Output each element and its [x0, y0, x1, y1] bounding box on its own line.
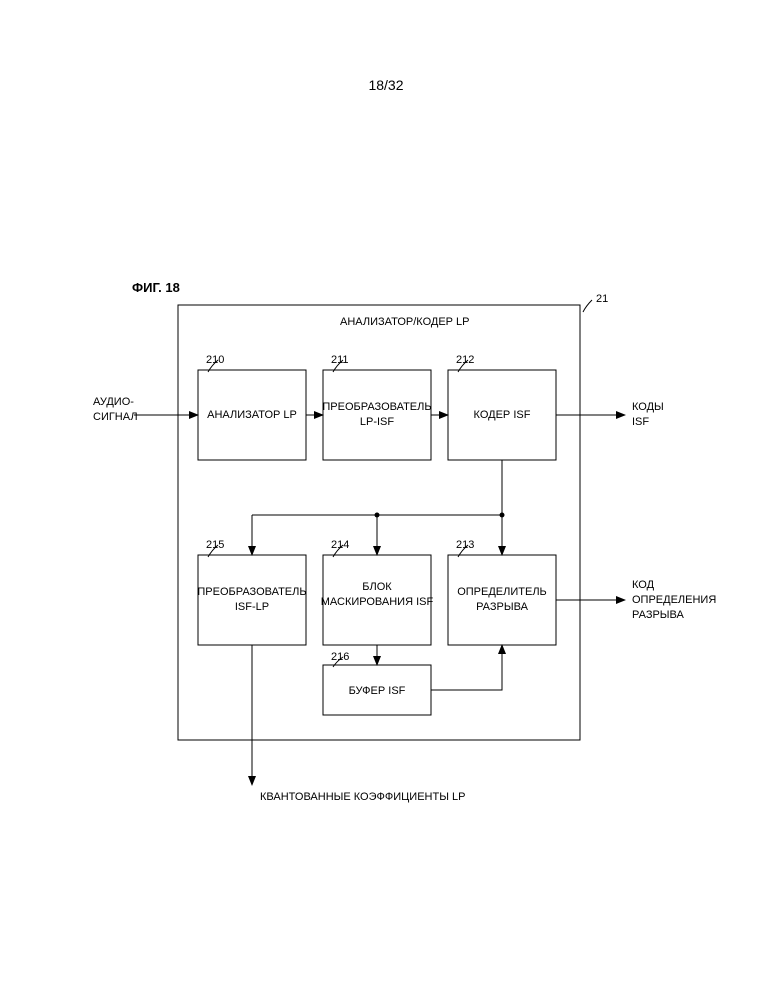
- junction-2: [500, 513, 505, 518]
- node-210-label: АНАЛИЗАТОР LP: [207, 409, 297, 421]
- input-label-2: СИГНАЛ: [93, 411, 138, 423]
- node-213-label-1: ОПРЕДЕЛИТЕЛЬ: [457, 586, 547, 598]
- node-215: [198, 555, 306, 645]
- figure-label: ФИГ. 18: [132, 280, 180, 295]
- output-top-1: КОДЫ: [632, 401, 664, 413]
- node-214-label-2: МАСКИРОВАНИЯ ISF: [321, 596, 434, 608]
- input-label-1: АУДИО-: [93, 396, 134, 408]
- node-211-label-2: LP-ISF: [360, 416, 395, 428]
- container-ref-leader: [583, 300, 592, 312]
- node-213-ref: 213: [456, 539, 474, 551]
- node-211-ref: 211: [331, 354, 349, 366]
- diagram-canvas: 18/32 ФИГ. 18 21 АНАЛИЗАТОР/КОДЕР LP АНА…: [0, 0, 772, 999]
- output-mid-1: КОД: [632, 579, 655, 591]
- node-215-label-1: ПРЕОБРАЗОВАТЕЛЬ: [197, 586, 306, 598]
- node-210-ref: 210: [206, 354, 224, 366]
- node-215-ref: 215: [206, 539, 224, 551]
- page-number: 18/32: [368, 77, 403, 93]
- output-mid-2: ОПРЕДЕЛЕНИЯ: [632, 594, 716, 606]
- node-214-label-1: БЛОК: [362, 581, 392, 593]
- node-212-label: КОДЕР ISF: [474, 409, 531, 421]
- node-213-label-2: РАЗРЫВА: [476, 601, 529, 613]
- node-214-ref: 214: [331, 539, 349, 551]
- node-213: [448, 555, 556, 645]
- container-title: АНАЛИЗАТОР/КОДЕР LP: [340, 316, 470, 328]
- output-mid-3: РАЗРЫВА: [632, 609, 685, 621]
- junction-1: [375, 513, 380, 518]
- container-ref: 21: [596, 293, 608, 305]
- node-216-label: БУФЕР ISF: [349, 685, 406, 697]
- node-211: [323, 370, 431, 460]
- node-211-label-1: ПРЕОБРАЗОВАТЕЛЬ: [322, 401, 431, 413]
- node-216-ref: 216: [331, 651, 349, 663]
- output-top-2: ISF: [632, 416, 649, 428]
- node-215-label-2: ISF-LP: [235, 601, 269, 613]
- output-bottom: КВАНТОВАННЫЕ КОЭФФИЦИЕНТЫ LP: [260, 791, 465, 803]
- arrow-216-213: [431, 645, 502, 690]
- node-212-ref: 212: [456, 354, 474, 366]
